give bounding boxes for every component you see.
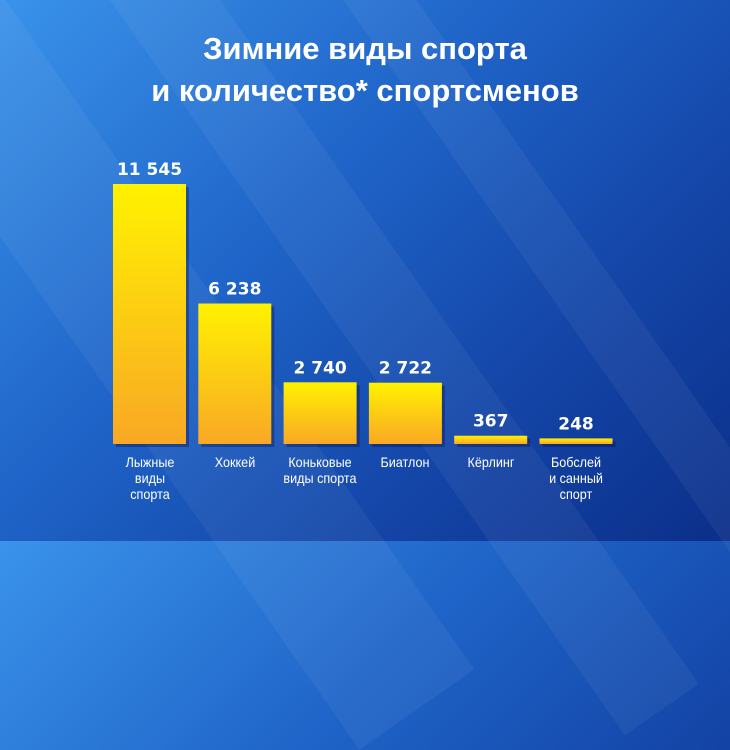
category-label: Хоккей [190,454,280,470]
category-label-line: виды [134,470,165,486]
title-line-1: Зимние виды спорта [203,31,527,66]
value-label: 11 545 [117,160,182,180]
category-label-line: и санный [549,470,603,486]
value-label: 6 238 [208,280,261,300]
category-label-line: спорт [559,486,593,502]
bar [368,382,442,444]
category-label-line: виды спорта [283,470,357,486]
category-label-line: Кёрлинг [467,454,515,470]
bar [283,382,357,444]
bar [454,435,528,444]
value-label: 367 [473,412,509,432]
chart-title: Зимние виды спорта и количество* спортсм… [0,28,730,112]
category-label-line: Биатлон [380,454,430,470]
category-label: Биатлон [360,454,450,470]
bar-shadow [542,441,616,447]
category-label: Лыжные виды спорта [105,454,195,502]
category-label: Коньковые виды спорта [275,454,365,486]
value-label: 248 [558,414,594,434]
bar-chart: 11 545 6 238 2 740 2 722 367 248 [113,160,616,447]
category-label: Кёрлинг [446,454,536,470]
category-label-line: Лыжные [125,454,174,470]
bar [539,438,613,444]
category-label-line: спорта [129,486,170,502]
category-label-line: Коньковые [288,454,352,470]
bar [198,303,272,444]
value-label: 2 740 [293,358,346,378]
value-label: 2 722 [379,359,432,379]
bar [113,184,186,444]
title-line-2: и количество* спортсменов [151,73,579,108]
category-label-line: Бобслей [550,454,602,470]
category-label: Бобслей и санный спорт [531,454,621,502]
category-label-line: Хоккей [214,454,256,470]
